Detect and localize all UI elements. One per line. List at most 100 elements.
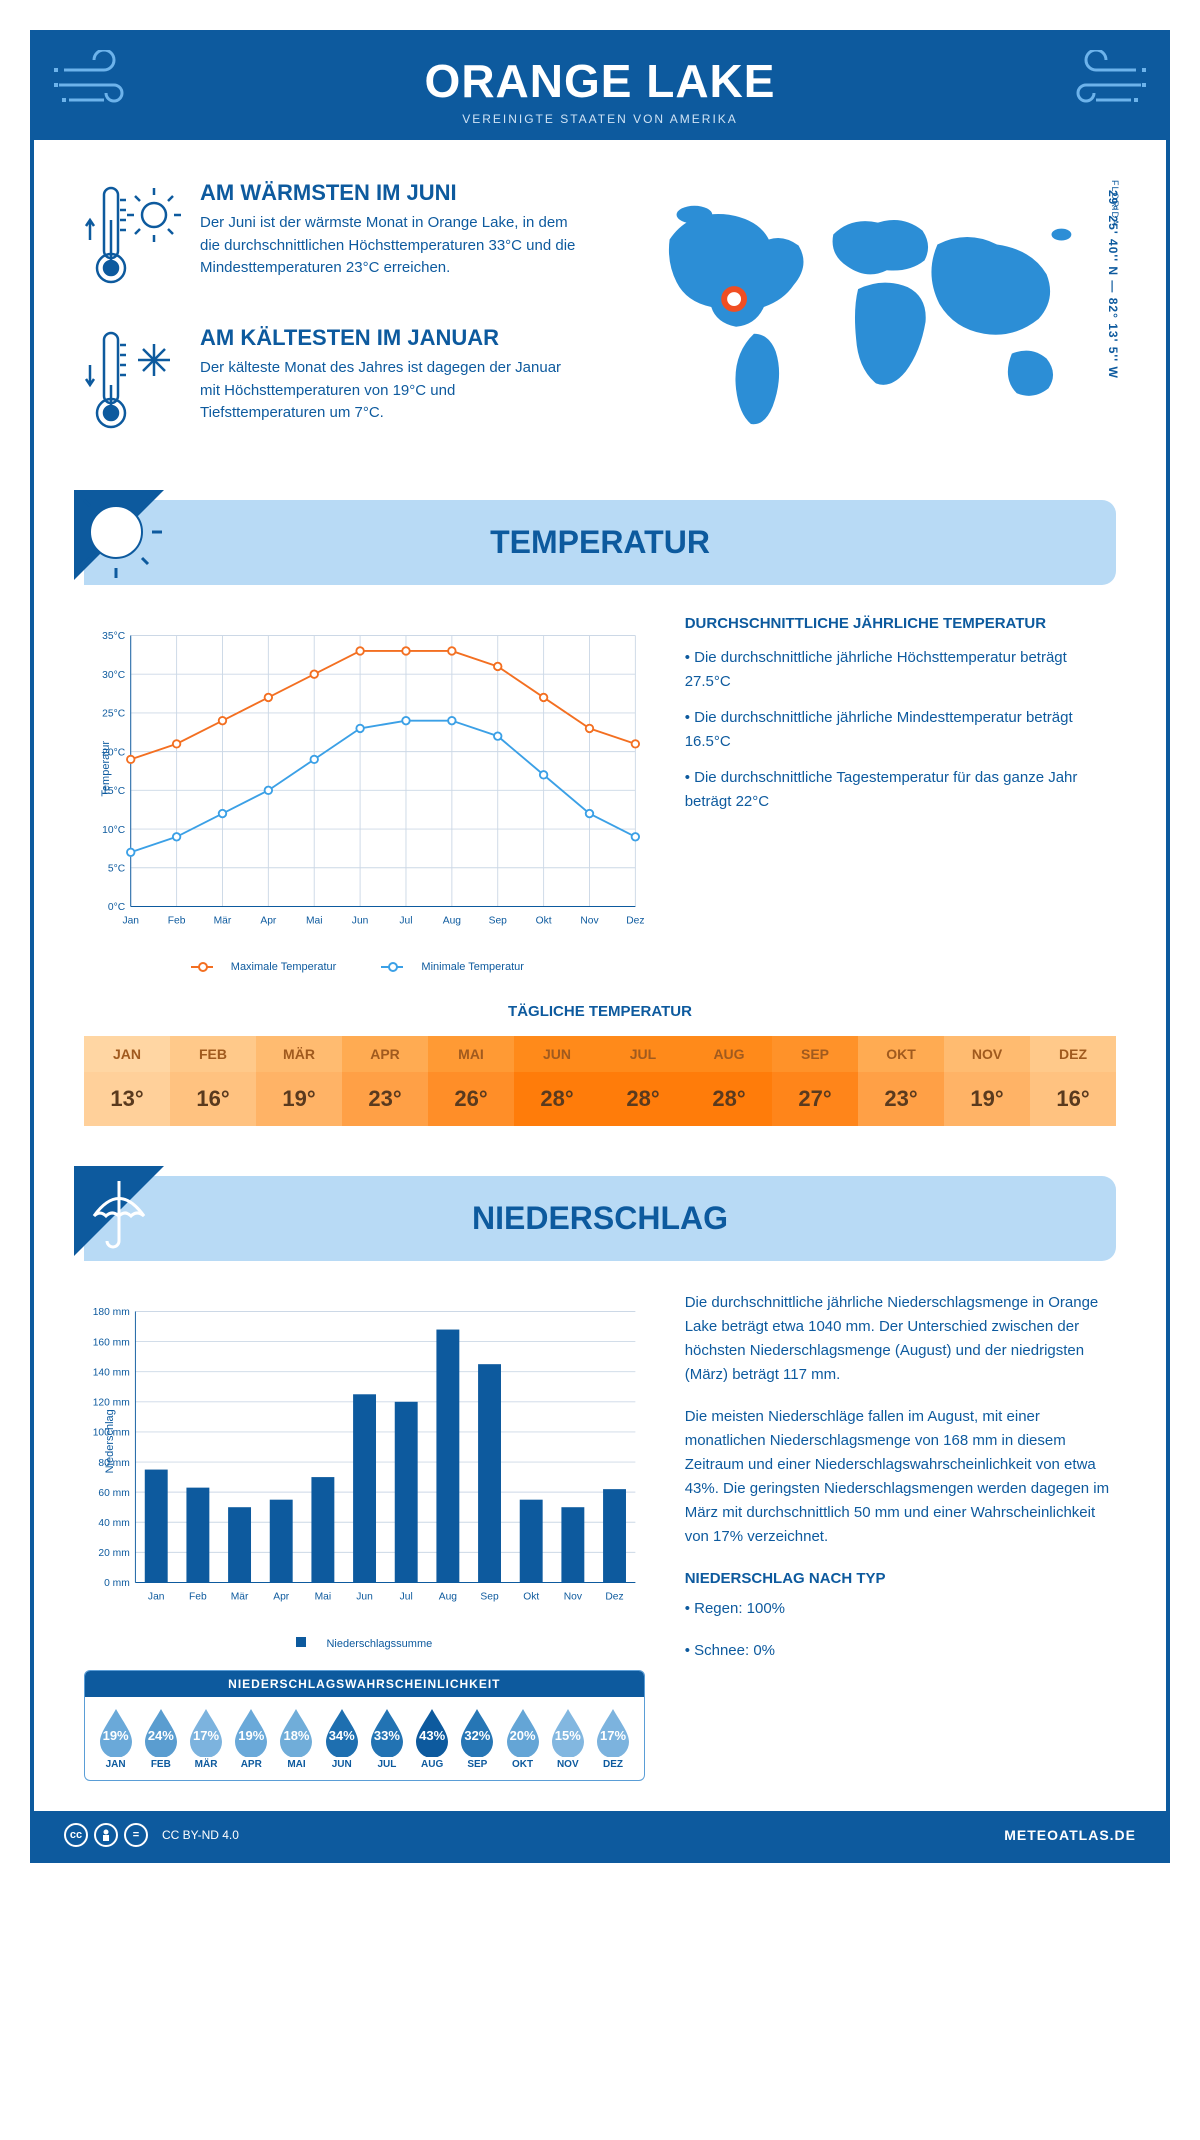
precip-para: Die durchschnittliche jährliche Niedersc… [685, 1291, 1116, 1387]
svg-text:Apr: Apr [273, 1591, 290, 1602]
daily-col: JAN13° [84, 1036, 170, 1126]
precip-title: NIEDERSCHLAG [472, 1200, 728, 1236]
svg-text:Sep: Sep [480, 1591, 499, 1602]
svg-text:Jul: Jul [399, 915, 412, 926]
daily-temp-table: JAN13°FEB16°MÄR19°APR23°MAI26°JUN28°JUL2… [84, 1036, 1116, 1126]
prob-col: 43%AUG [410, 1707, 455, 1770]
coldest-title: AM KÄLTESTEN IM JANUAR [200, 325, 580, 351]
svg-text:Nov: Nov [580, 915, 599, 926]
sun-icon [74, 490, 184, 600]
temperature-title: TEMPERATUR [490, 524, 710, 560]
svg-text:Okt: Okt [536, 915, 552, 926]
drop-icon: 18% [276, 1707, 316, 1757]
chart-ylabel: Niederschlag [104, 1409, 116, 1473]
svg-text:Aug: Aug [439, 1591, 458, 1602]
drop-icon: 32% [457, 1707, 497, 1757]
temperature-banner: TEMPERATUR [84, 500, 1116, 585]
drop-icon: 17% [186, 1707, 226, 1757]
svg-text:60 mm: 60 mm [98, 1488, 129, 1499]
chart-ylabel: Temperatur [100, 741, 112, 797]
coords-label: 29° 25' 40'' N — 82° 13' 5'' W [1106, 190, 1120, 379]
svg-text:Aug: Aug [443, 915, 462, 926]
svg-text:Nov: Nov [564, 1591, 583, 1602]
svg-text:0 mm: 0 mm [104, 1578, 130, 1589]
svg-text:Feb: Feb [189, 1591, 207, 1602]
prob-col: 19%APR [229, 1707, 274, 1770]
warmest-text: Der Juni ist der wärmste Monat in Orange… [200, 212, 580, 280]
coldest-fact: AM KÄLTESTEN IM JANUAR Der kälteste Mona… [84, 325, 580, 440]
svg-text:35°C: 35°C [102, 631, 126, 642]
drop-icon: 20% [503, 1707, 543, 1757]
daily-col: MÄR19° [256, 1036, 342, 1126]
location-marker [724, 289, 744, 309]
precip-banner: NIEDERSCHLAG [84, 1176, 1116, 1261]
prob-col: 24%FEB [138, 1707, 183, 1770]
daily-title: TÄGLICHE TEMPERATUR [34, 1003, 1166, 1020]
svg-text:Mai: Mai [306, 915, 323, 926]
prob-col: 19%JAN [93, 1707, 138, 1770]
svg-text:Sep: Sep [489, 915, 508, 926]
drop-icon: 15% [548, 1707, 588, 1757]
drop-icon: 33% [367, 1707, 407, 1757]
daily-col: SEP27° [772, 1036, 858, 1126]
thermometer-sun-icon [84, 180, 184, 295]
daily-col: AUG28° [686, 1036, 772, 1126]
svg-text:180 mm: 180 mm [93, 1307, 130, 1318]
daily-col: MAI26° [428, 1036, 514, 1126]
umbrella-icon [74, 1166, 184, 1276]
prob-col: 18%MAI [274, 1707, 319, 1770]
warmest-fact: AM WÄRMSTEN IM JUNI Der Juni ist der wär… [84, 180, 580, 295]
svg-text:Dez: Dez [605, 1591, 623, 1602]
svg-text:Apr: Apr [260, 915, 277, 926]
drop-icon: 19% [96, 1707, 136, 1757]
svg-text:Mai: Mai [315, 1591, 332, 1602]
drop-icon: 24% [141, 1707, 181, 1757]
page-subtitle: VEREINIGTE STAATEN VON AMERIKA [34, 112, 1166, 126]
svg-text:0°C: 0°C [108, 902, 126, 913]
prob-col: 15%NOV [545, 1707, 590, 1770]
daily-col: JUL28° [600, 1036, 686, 1126]
prob-col: 17%DEZ [590, 1707, 635, 1770]
svg-text:Okt: Okt [523, 1591, 539, 1602]
nd-icon: = [124, 1823, 148, 1847]
prob-col: 17%MÄR [183, 1707, 228, 1770]
prob-col: 20%OKT [500, 1707, 545, 1770]
svg-text:Feb: Feb [168, 915, 186, 926]
svg-text:Jan: Jan [122, 915, 139, 926]
site-name: METEOATLAS.DE [1004, 1827, 1136, 1843]
drop-icon: 17% [593, 1707, 633, 1757]
footer: cc = CC BY-ND 4.0 METEOATLAS.DE [34, 1811, 1166, 1859]
svg-text:Jun: Jun [356, 1591, 373, 1602]
precip-type-title: NIEDERSCHLAG NACH TYP [685, 1567, 1116, 1591]
prob-col: 34%JUN [319, 1707, 364, 1770]
temp-text-title: DURCHSCHNITTLICHE JÄHRLICHE TEMPERATUR [685, 615, 1116, 632]
temperature-chart: Temperatur 0°C5°C10°C15°C20°C25°C30°C35°… [84, 615, 645, 955]
precip-para: Die meisten Niederschläge fallen im Augu… [685, 1405, 1116, 1549]
temp-bullet: • Die durchschnittliche Tagestemperatur … [685, 766, 1116, 814]
daily-col: DEZ16° [1030, 1036, 1116, 1126]
daily-col: JUN28° [514, 1036, 600, 1126]
svg-text:Jun: Jun [352, 915, 369, 926]
svg-text:Dez: Dez [626, 915, 644, 926]
svg-text:140 mm: 140 mm [93, 1367, 130, 1378]
wind-icon [54, 50, 164, 120]
precip-probability-box: NIEDERSCHLAGSWAHRSCHEINLICHKEIT 19%JAN24… [84, 1670, 645, 1781]
precipitation-chart: Niederschlag 0 mm20 mm40 mm60 mm80 mm100… [84, 1291, 645, 1631]
svg-text:Jan: Jan [148, 1591, 165, 1602]
drop-icon: 43% [412, 1707, 452, 1757]
daily-col: FEB16° [170, 1036, 256, 1126]
svg-text:160 mm: 160 mm [93, 1337, 130, 1348]
svg-text:40 mm: 40 mm [98, 1518, 129, 1529]
svg-text:25°C: 25°C [102, 709, 126, 720]
drop-icon: 19% [231, 1707, 271, 1757]
temp-bullet: • Die durchschnittliche jährliche Höchst… [685, 646, 1116, 694]
page-title: ORANGE LAKE [34, 54, 1166, 108]
daily-col: NOV19° [944, 1036, 1030, 1126]
warmest-title: AM WÄRMSTEN IM JUNI [200, 180, 580, 206]
prob-title: NIEDERSCHLAGSWAHRSCHEINLICHKEIT [85, 1671, 644, 1697]
header: ORANGE LAKE VEREINIGTE STAATEN VON AMERI… [34, 34, 1166, 140]
daily-col: OKT23° [858, 1036, 944, 1126]
thermometer-snow-icon [84, 325, 184, 440]
precip-type-bullet: • Regen: 100% [685, 1597, 1116, 1621]
daily-col: APR23° [342, 1036, 428, 1126]
